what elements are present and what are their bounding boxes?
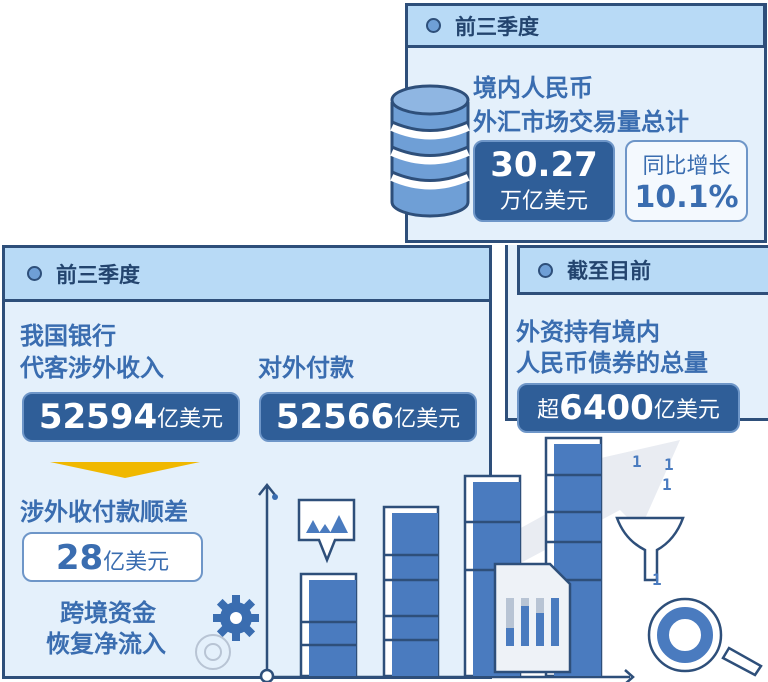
bond-title-line2: 人民币债券的总量	[516, 349, 708, 377]
payment-box: 52566 亿美元	[259, 392, 477, 442]
note-line1: 跨境资金	[60, 599, 156, 627]
payment-unit: 亿美元	[394, 407, 461, 432]
growth-box: 同比增长 10.1%	[625, 140, 748, 222]
payment-value: 52566	[275, 397, 395, 437]
income-value: 52594	[38, 397, 158, 437]
funnel-icon	[615, 516, 685, 582]
right-panel-header: 截至目前	[517, 245, 768, 295]
income-label-line1: 我国银行	[20, 322, 116, 350]
gears-icon	[195, 595, 259, 670]
top-panel-title-line2: 外汇市场交易量总计	[473, 108, 689, 136]
top-panel-header-text: 前三季度	[455, 14, 539, 39]
left-panel-header: 前三季度	[2, 245, 492, 302]
surplus-label: 涉外收付款顺差	[20, 498, 188, 526]
binary-digit: 1	[632, 452, 642, 471]
mountain-chart-callout-icon	[297, 498, 356, 564]
circle-bullet-icon	[27, 266, 42, 281]
bond-value: 6400	[559, 388, 654, 428]
bond-title-line1: 外资持有境内	[516, 318, 660, 346]
surplus-unit: 亿美元	[103, 550, 170, 575]
surplus-box: 28 亿美元	[22, 532, 203, 582]
circle-bullet-icon	[426, 18, 441, 33]
bond-prefix: 超	[537, 398, 560, 423]
bond-unit: 亿美元	[653, 398, 720, 423]
binary-digit: 1	[664, 455, 674, 474]
down-arrow-icon	[50, 462, 200, 478]
growth-label: 同比增长	[642, 153, 731, 179]
income-label-line2: 代客涉外收入	[20, 354, 164, 382]
binary-digit: 1	[652, 570, 662, 589]
chart-y-axis	[258, 482, 276, 676]
right-panel-header-text: 截至目前	[567, 259, 651, 283]
database-stack-icon	[390, 84, 470, 218]
surplus-value: 28	[55, 538, 104, 578]
bond-holdings-box: 超 6400 亿美元	[517, 383, 740, 433]
top-panel-title-line1: 境内人民币	[473, 74, 593, 102]
binary-digit: 1	[662, 475, 672, 494]
note-line2: 恢复净流入	[46, 630, 166, 658]
top-panel-header: 前三季度	[405, 3, 766, 48]
circle-bullet-icon	[538, 262, 553, 278]
income-unit: 亿美元	[157, 407, 224, 432]
left-panel-header-text: 前三季度	[56, 262, 140, 287]
magnifier-chart-icon	[647, 597, 763, 677]
document-chart-icon	[493, 562, 572, 674]
trading-volume-box: 30.27 万亿美元	[473, 140, 615, 222]
bar-chart-illustration	[258, 436, 763, 682]
trading-volume-value: 30.27	[490, 145, 598, 185]
payment-label: 对外付款	[258, 354, 354, 382]
growth-value: 10.1%	[634, 179, 739, 215]
income-box: 52594 亿美元	[22, 392, 240, 442]
trading-volume-unit: 万亿美元	[499, 189, 588, 214]
